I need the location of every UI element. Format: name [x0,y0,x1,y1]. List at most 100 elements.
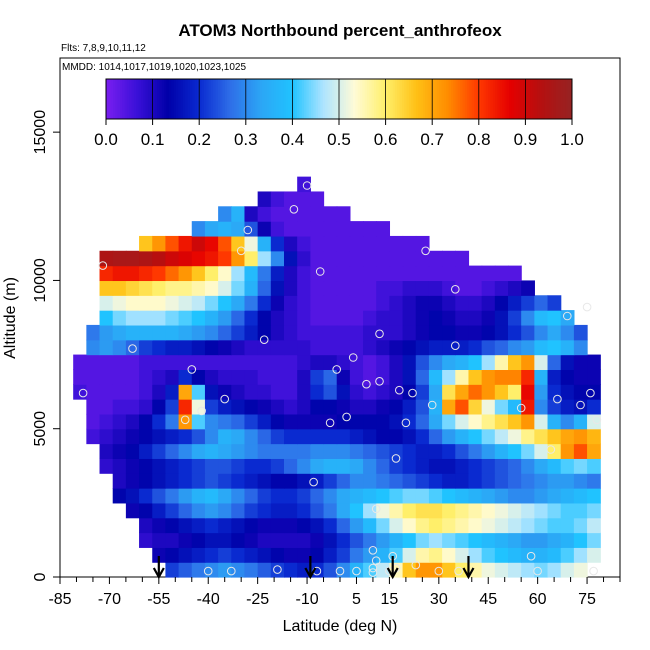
sample-point [375,377,384,386]
sample-point [451,341,460,351]
heatmap-cell [204,488,219,504]
heatmap-cell [297,339,311,356]
heatmap-cell [415,324,430,341]
heatmap-cell [191,413,206,430]
heatmap-cell [481,369,496,385]
heatmap-cell [231,354,246,370]
heatmap-cell [323,562,338,578]
heatmap-cell [218,295,232,311]
heatmap-cell [415,458,430,474]
colorbar-segment [234,79,237,119]
heatmap-cell [455,250,470,267]
heatmap-cell [112,473,127,489]
sample-point [309,477,318,487]
heatmap-cell [415,517,430,534]
heatmap-cell [112,250,127,267]
heatmap-cell [218,235,232,252]
heatmap-cell [508,473,522,489]
heatmap-cell [204,384,219,400]
heatmap-cell [231,265,246,282]
heatmap-cell [231,428,246,445]
heatmap-cell [284,191,298,207]
heatmap-cell [442,488,456,504]
heatmap-cell [468,458,483,474]
x-tick-label: 15 [381,591,399,608]
heatmap-cell [112,399,127,415]
colorbar-tick-label: 0.3 [234,130,258,149]
heatmap-cell [468,473,483,489]
colorbar-segment [471,79,475,119]
heatmap-cell [468,532,483,548]
heatmap-cell [468,428,483,445]
colorbar-segment [404,79,408,119]
colorbar-segment [140,79,144,119]
sample-point [289,205,299,214]
heatmap-cell [270,339,285,356]
heatmap-cell [244,384,259,400]
colorbar-segment [502,79,505,119]
heatmap-cell [204,295,219,311]
heatmap-cell [402,250,417,267]
heatmap-cell [310,221,325,237]
heatmap-cell [125,458,140,474]
heatmap-cell [178,473,193,489]
heatmap-cell [125,488,140,504]
colorbar-segment [422,79,426,119]
heatmap-cell [270,443,285,459]
sample-point [78,388,88,398]
heatmap-cell [389,473,404,489]
heatmap-cell [178,502,193,519]
heatmap-cell [284,354,298,370]
heatmap-cell [297,191,311,207]
heatmap-cell [336,502,351,519]
heatmap-cell [336,265,351,282]
heatmap-cell [297,547,311,563]
heatmap-cell [284,235,298,252]
heatmap-cell [152,354,167,370]
heatmap-cell [191,250,206,267]
heatmap-cell [297,532,311,548]
heatmap-cell [257,310,272,326]
colorbar-segment [432,79,436,119]
colorbar-segment [315,79,319,119]
heatmap-cell [165,339,180,356]
heatmap-cell [376,547,391,563]
heatmap-cell [442,280,456,296]
heatmap-cell [534,532,549,548]
heatmap-cell [560,502,575,519]
heatmap-cell [178,369,193,385]
heatmap-cell [402,473,417,489]
colorbar-segment [383,79,387,119]
colorbar-segment [495,79,498,119]
heatmap-cell [231,280,246,296]
heatmap-cell [376,339,391,356]
heatmap-cell [521,324,535,341]
colorbar-segment [248,79,251,119]
colorbar-segment [159,79,163,119]
heatmap-cell [218,369,232,385]
colorbar-segment [187,79,191,119]
heatmap-cell [547,532,562,548]
heatmap-cell [178,295,193,311]
heatmap-cell [165,250,180,267]
colorbar-segment [343,79,347,119]
heatmap-cell [442,265,456,282]
heatmap-cell [310,310,325,326]
colorbar-segment [182,79,186,119]
heatmap-cell [86,384,101,400]
heatmap-cell [455,265,470,282]
heatmap-cell [112,428,127,445]
colorbar-segment [245,79,249,119]
heatmap-cell [415,473,430,489]
heatmap-cell [204,428,219,445]
heatmap-cell [336,339,351,356]
heatmap-cell [363,488,377,504]
colorbar-segment [530,79,533,119]
heatmap-cell [349,502,364,519]
sample-point [332,365,342,374]
heatmap-cell [270,428,285,445]
heatmap-cell [494,458,509,474]
heatmap-cell [363,458,377,474]
colorbar-segment [551,79,554,119]
heatmap-cell [284,295,298,311]
